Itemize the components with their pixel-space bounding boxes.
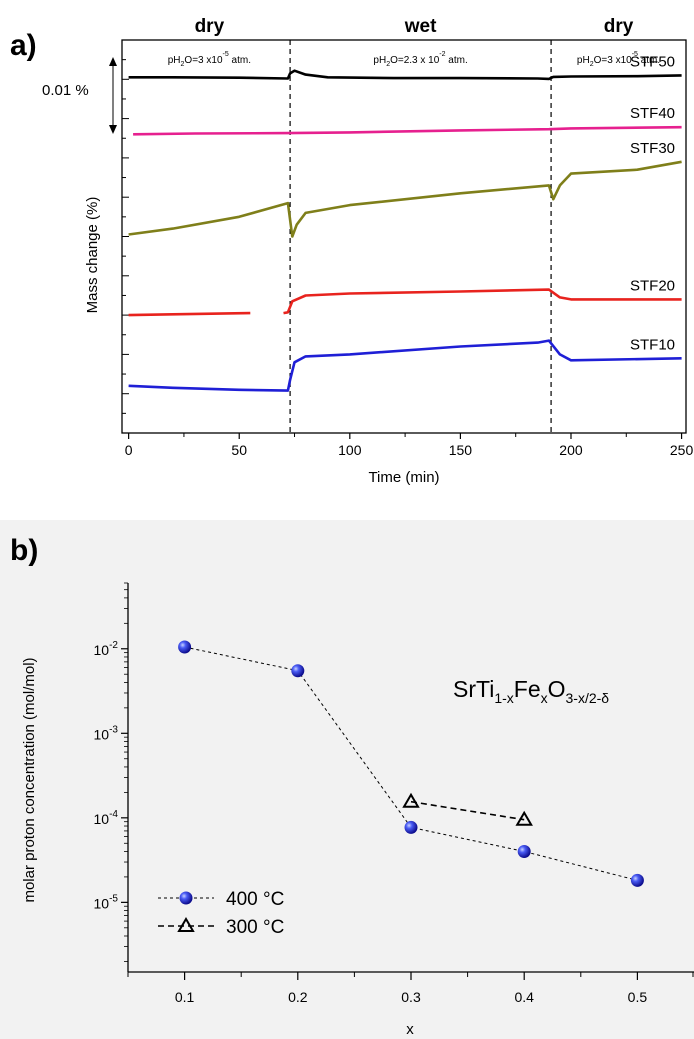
region-label: dry <box>195 16 225 37</box>
series-label-stf30: STF30 <box>630 140 675 157</box>
panel-a-x-ticks: 0 50 100 150 200 250 <box>125 433 694 458</box>
panel-b-y-axis-label: molar proton concentration (mol/mol) <box>21 657 38 902</box>
panel-b-label: b) <box>10 534 38 567</box>
scale-bar-label: 0.01 % <box>42 82 89 99</box>
panel-b-x-tick-label: 0.3 <box>401 989 421 1005</box>
region-condition: pH2O=3 x10-5 atm. <box>168 51 251 68</box>
series-line-stf40 <box>133 125 682 136</box>
region-label: dry <box>604 16 634 37</box>
panel-a-x-tick-label: 200 <box>559 442 583 458</box>
panel-b-y-tick-label: 10-4 <box>94 809 119 827</box>
panel-a-regions: dry pH2O=3 x10-5 atm. wet pH2O=2.3 x 10-2 a… <box>168 16 660 433</box>
region-label: wet <box>404 16 437 37</box>
panel-b-y-ticks: 10-2 10-3 10-4 10-5 <box>94 582 128 962</box>
legend-label: 300 °C <box>226 917 284 938</box>
panel-b-x-axis-label: x <box>406 1021 414 1038</box>
legend-marker-300c <box>177 917 195 932</box>
series-line-stf10 <box>128 339 682 392</box>
panel-a-x-tick-label: 0 <box>125 442 133 458</box>
data-point-400c <box>630 873 644 887</box>
panel-a-x-tick-label: 250 <box>670 442 694 458</box>
series-line-stf20 <box>128 288 682 317</box>
panel-a-y-ticks <box>122 39 129 434</box>
series-label-stf40: STF40 <box>630 105 675 122</box>
panel-b-series <box>178 640 644 887</box>
panel-a-y-axis-label: Mass change (%) <box>84 197 101 314</box>
series-line-300c <box>410 800 525 821</box>
series-label-stf10: STF10 <box>630 336 675 353</box>
series-line-stf50 <box>128 69 682 81</box>
panel-a-x-tick-label: 100 <box>338 442 362 458</box>
panel-a: a) 0 50 100 150 200 250 dry pH2O=3 x10-5 atm. w… <box>10 16 693 486</box>
series-label-stf20: STF20 <box>630 277 675 294</box>
panel-b-x-tick-label: 0.1 <box>175 989 195 1005</box>
composition-formula: SrTi1-xFexO3-x/2-δ <box>453 676 609 706</box>
panel-a-label: a) <box>10 29 37 62</box>
data-point-400c <box>517 844 531 858</box>
legend-marker-400c <box>179 891 193 905</box>
panel-b: b) 0.1 0.2 0.3 0.4 0.5 10-2 10-3 10-4 10-5 SrTi… <box>0 520 694 1039</box>
panel-b-x-tick-label: 0.5 <box>628 989 648 1005</box>
series-line-stf30 <box>128 160 682 238</box>
panel-b-y-tick-label: 10-3 <box>94 724 119 742</box>
data-point-400c <box>291 664 305 678</box>
panel-a-series: STF50 STF40 STF30 STF20 STF10 <box>128 53 682 392</box>
panel-b-background <box>0 520 694 1039</box>
panel-b-y-tick-label: 10-5 <box>94 893 119 911</box>
panel-a-x-axis-label: Time (min) <box>368 469 439 486</box>
panel-b-x-tick-label: 0.4 <box>514 989 534 1005</box>
panel-a-x-tick-label: 50 <box>231 442 247 458</box>
data-point-400c <box>404 820 418 834</box>
panel-a-x-tick-label: 150 <box>449 442 473 458</box>
panel-b-y-tick-label: 10-2 <box>94 640 119 658</box>
data-point-300c <box>402 792 420 808</box>
panel-a-plot-frame <box>121 39 687 434</box>
scale-bar: 0.01 % <box>42 57 117 134</box>
region-condition: pH2O=2.3 x 10-2 atm. <box>373 51 467 68</box>
panel-b-x-ticks: 0.1 0.2 0.3 0.4 0.5 <box>127 972 694 1005</box>
data-point-300c <box>515 810 533 826</box>
legend: 400 °C 300 °C <box>158 889 284 938</box>
data-point-400c <box>178 640 192 654</box>
region-condition: pH2O=3 x10-5 atm. <box>577 51 660 68</box>
series-label-stf50: STF50 <box>630 53 675 70</box>
legend-label: 400 °C <box>226 889 284 910</box>
panel-b-x-tick-label: 0.2 <box>288 989 308 1005</box>
